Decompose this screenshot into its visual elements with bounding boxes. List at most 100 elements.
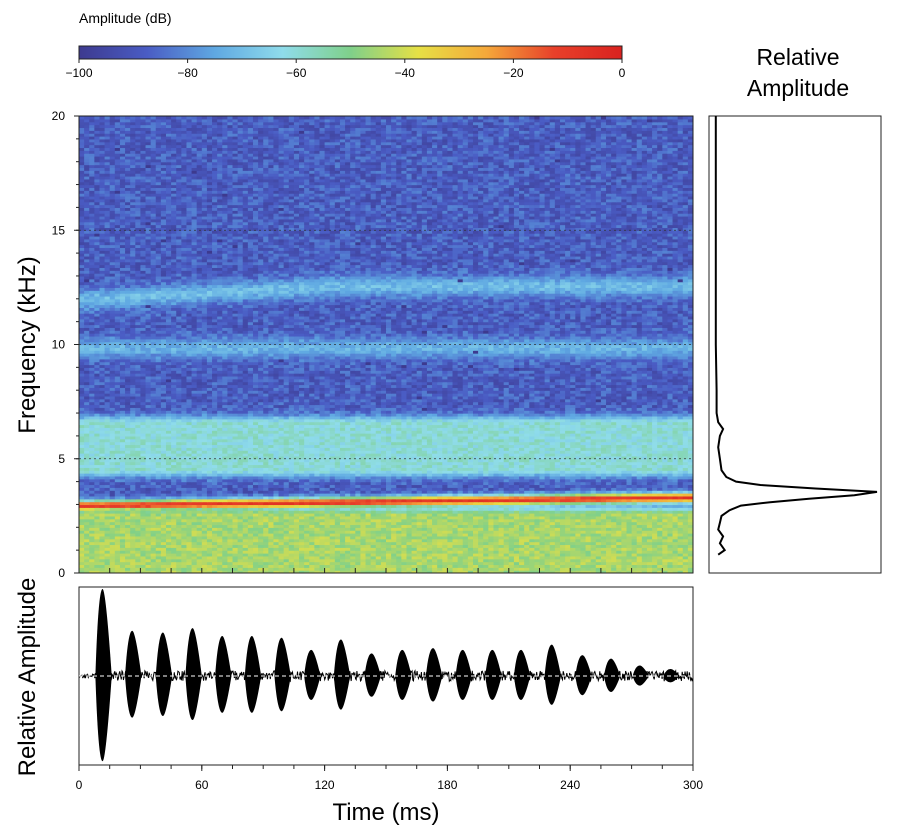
- spectrogram-cell: [155, 550, 162, 554]
- spectrogram-cell: [421, 467, 428, 471]
- spectrogram-cell: [657, 570, 663, 573]
- spectrogram-cell: [421, 564, 428, 568]
- spectrogram-cell: [247, 473, 254, 477]
- spectrogram-cell: [171, 490, 177, 494]
- spectrogram-cell: [391, 530, 397, 534]
- spectrogram-cell: [580, 507, 587, 511]
- spectrogram-cell: [135, 493, 141, 497]
- spectrogram-cell: [421, 553, 428, 557]
- spectrogram-cell: [570, 527, 576, 531]
- spectrogram-cell: [114, 487, 121, 491]
- spectrogram-cell: [201, 558, 208, 563]
- spectrogram-cell: [524, 524, 530, 528]
- spectrogram-cell: [478, 475, 484, 480]
- spectrogram-cell: [191, 470, 198, 474]
- spectrogram-cell: [652, 533, 658, 537]
- spectrogram-cell: [570, 553, 576, 557]
- spectrogram-cell: [293, 533, 300, 537]
- spectrogram-cell: [631, 487, 638, 491]
- spectrogram-cell: [657, 550, 663, 554]
- spectrogram-cell: [345, 458, 351, 463]
- spectrogram-cell: [447, 527, 454, 531]
- spectrogram-cell: [191, 495, 198, 500]
- spectrogram-cell: [278, 470, 285, 474]
- spectrogram-cell: [94, 538, 101, 543]
- spectrogram-cell: [437, 507, 443, 511]
- spectrogram-cell: [314, 515, 321, 520]
- spectrogram-cell: [252, 473, 259, 477]
- spectrogram-cell: [217, 458, 223, 463]
- spectrogram-cell: [165, 475, 172, 480]
- spectrogram-cell: [570, 550, 576, 554]
- spectrogram-cell: [498, 464, 505, 468]
- spectrogram-cell: [288, 484, 295, 488]
- spectrogram-cell: [513, 567, 520, 571]
- spectrogram-cell: [314, 507, 321, 511]
- spectrogram-cell: [232, 533, 239, 537]
- spectrogram-cell: [432, 455, 438, 460]
- spectrogram-cell: [155, 501, 162, 506]
- spectrogram-cell: [416, 570, 423, 573]
- spectrogram-cell: [447, 501, 454, 506]
- spectrogram-cell: [135, 555, 141, 560]
- spectrogram-cell: [687, 487, 693, 491]
- spectrogram-cell: [391, 521, 397, 526]
- spectrogram-cell: [580, 541, 587, 546]
- spectrogram-cell: [109, 490, 116, 494]
- spectrogram-cell: [600, 521, 607, 526]
- spectrogram-cell: [406, 564, 413, 568]
- spectrogram-cell: [278, 544, 285, 548]
- spectrogram-cell: [493, 553, 500, 557]
- spectrogram-cell: [247, 453, 254, 457]
- spectrogram-cell: [662, 518, 669, 523]
- spectrogram-cell: [416, 513, 423, 517]
- spectrogram-cell: [278, 515, 285, 520]
- spectrogram-cell: [242, 493, 249, 497]
- spectrogram-cell: [606, 533, 612, 537]
- spectrogram-cell: [636, 490, 643, 494]
- spectrogram-cell: [125, 535, 131, 540]
- spectrogram-cell: [232, 515, 239, 520]
- spectrogram-cell: [672, 541, 679, 546]
- spectrogram-cell: [242, 570, 249, 573]
- spectrogram-cell: [242, 510, 249, 514]
- spectrogram-cell: [554, 493, 561, 497]
- spectrogram-cell: [544, 521, 551, 526]
- spectrogram-cell: [554, 515, 561, 520]
- spectrogram-cell: [570, 458, 576, 463]
- spectrogram-cell: [416, 475, 423, 480]
- spectrogram-cell: [462, 541, 469, 546]
- spectrogram-cell: [232, 490, 239, 494]
- spectrogram-cell: [646, 478, 653, 483]
- spectrogram-cell: [196, 487, 203, 491]
- spectrogram-cell: [375, 473, 382, 477]
- spectrogram-cell: [109, 458, 116, 463]
- spectrogram-cell: [529, 461, 535, 466]
- spectrogram-cell: [646, 547, 653, 551]
- spectrogram-cell: [104, 510, 111, 514]
- spectrogram-cell: [478, 478, 484, 483]
- spectrogram-cell: [452, 555, 459, 560]
- spectrogram-cell: [114, 458, 121, 463]
- spectrogram-cell: [135, 558, 141, 563]
- spectrogram-cell: [626, 504, 633, 508]
- spectrogram-cell: [559, 561, 566, 566]
- spectrogram-cell: [350, 510, 356, 514]
- spectrogram-cell: [222, 538, 228, 543]
- spectrogram-cell: [631, 544, 638, 548]
- spectrogram-cell: [611, 535, 617, 540]
- spectrogram-cell: [176, 504, 182, 508]
- spectrogram-cell: [401, 550, 408, 554]
- spectrogram-cell: [606, 544, 612, 548]
- spectrogram-cell: [585, 470, 592, 474]
- spectrogram-cell: [426, 475, 433, 480]
- spectrogram-cell: [652, 455, 658, 460]
- spectrogram-cell: [109, 464, 116, 468]
- spectrogram-cell: [452, 518, 459, 523]
- spectrogram-cell: [140, 487, 147, 491]
- spectrogram-cell: [442, 561, 448, 566]
- spectrogram-cell: [534, 530, 541, 534]
- spectrogram-cell: [288, 521, 295, 526]
- spectrogram-cell: [621, 538, 628, 543]
- spectrogram-cell: [145, 504, 152, 508]
